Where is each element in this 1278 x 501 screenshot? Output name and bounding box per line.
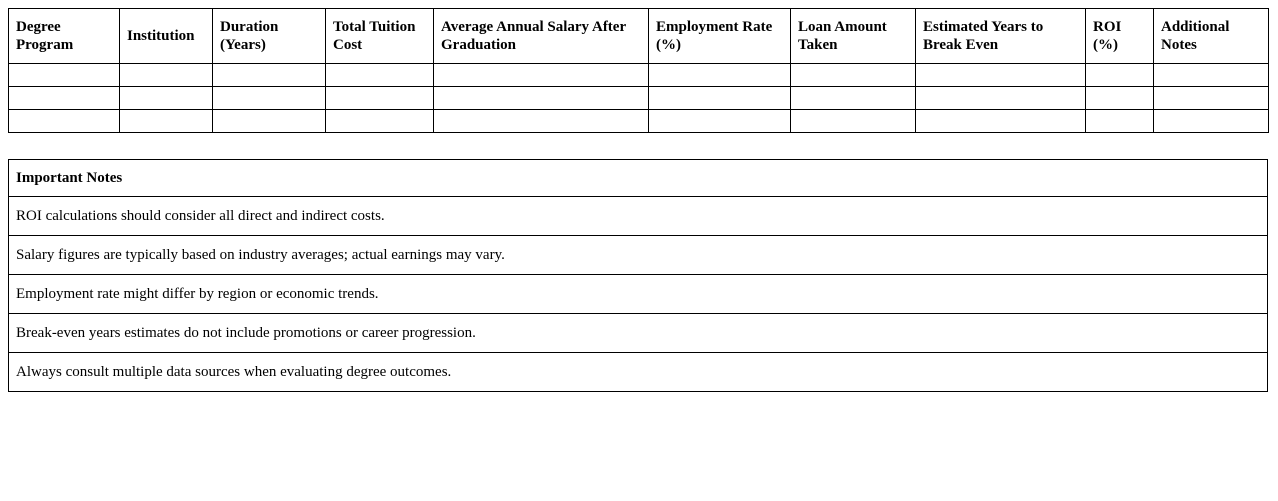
empty-cell — [915, 63, 1086, 87]
notes-header-row: Important Notes — [8, 159, 1268, 197]
column-header-total-tuition-cost: Total Tuition Cost — [325, 8, 434, 64]
empty-cell — [433, 86, 649, 110]
empty-cell — [8, 63, 120, 87]
empty-cell — [433, 63, 649, 87]
column-header-employment-rate: Employment Rate (%) — [648, 8, 791, 64]
empty-cell — [790, 86, 916, 110]
table-row — [8, 109, 1269, 133]
important-notes-table: Important Notes ROI calculations should … — [8, 159, 1268, 392]
empty-cell — [212, 63, 326, 87]
empty-cell — [790, 109, 916, 133]
empty-cell — [325, 86, 434, 110]
column-header-loan-amount-taken: Loan Amount Taken — [790, 8, 916, 64]
empty-cell — [648, 63, 791, 87]
note-item: Break-even years estimates do not includ… — [8, 313, 1268, 353]
empty-cell — [8, 109, 120, 133]
empty-cell — [648, 86, 791, 110]
column-header-average-annual-salary: Average Annual Salary After Graduation — [433, 8, 649, 64]
note-row: Salary figures are typically based on in… — [8, 235, 1268, 275]
empty-cell — [1085, 109, 1154, 133]
empty-cell — [433, 109, 649, 133]
empty-cell — [119, 63, 213, 87]
empty-cell — [915, 109, 1086, 133]
header-row: Degree Program Institution Duration (Yea… — [8, 8, 1269, 64]
table-row — [8, 63, 1269, 87]
column-header-estimated-years-break-even: Estimated Years to Break Even — [915, 8, 1086, 64]
empty-cell — [325, 109, 434, 133]
column-header-institution: Institution — [119, 8, 213, 64]
table-row — [8, 86, 1269, 110]
empty-cell — [915, 86, 1086, 110]
empty-cell — [325, 63, 434, 87]
empty-cell — [119, 109, 213, 133]
empty-cell — [8, 86, 120, 110]
note-row: Break-even years estimates do not includ… — [8, 313, 1268, 353]
note-row: Always consult multiple data sources whe… — [8, 352, 1268, 392]
note-item: Salary figures are typically based on in… — [8, 235, 1268, 275]
column-header-degree-program: Degree Program — [8, 8, 120, 64]
column-header-additional-notes: Additional Notes — [1153, 8, 1269, 64]
degree-roi-comparison-table: Degree Program Institution Duration (Yea… — [8, 8, 1269, 133]
column-header-duration-years: Duration (Years) — [212, 8, 326, 64]
document-page: Degree Program Institution Duration (Yea… — [8, 8, 1269, 392]
empty-cell — [1153, 109, 1269, 133]
note-row: Employment rate might differ by region o… — [8, 274, 1268, 314]
empty-cell — [1153, 63, 1269, 87]
notes-title: Important Notes — [8, 159, 1268, 197]
empty-cell — [212, 86, 326, 110]
note-row: ROI calculations should consider all dir… — [8, 196, 1268, 236]
note-item: Always consult multiple data sources whe… — [8, 352, 1268, 392]
empty-cell — [790, 63, 916, 87]
empty-cell — [1085, 86, 1154, 110]
column-header-roi: ROI (%) — [1085, 8, 1154, 64]
note-item: ROI calculations should consider all dir… — [8, 196, 1268, 236]
empty-cell — [119, 86, 213, 110]
note-item: Employment rate might differ by region o… — [8, 274, 1268, 314]
empty-cell — [1085, 63, 1154, 87]
empty-cell — [1153, 86, 1269, 110]
empty-cell — [648, 109, 791, 133]
empty-cell — [212, 109, 326, 133]
